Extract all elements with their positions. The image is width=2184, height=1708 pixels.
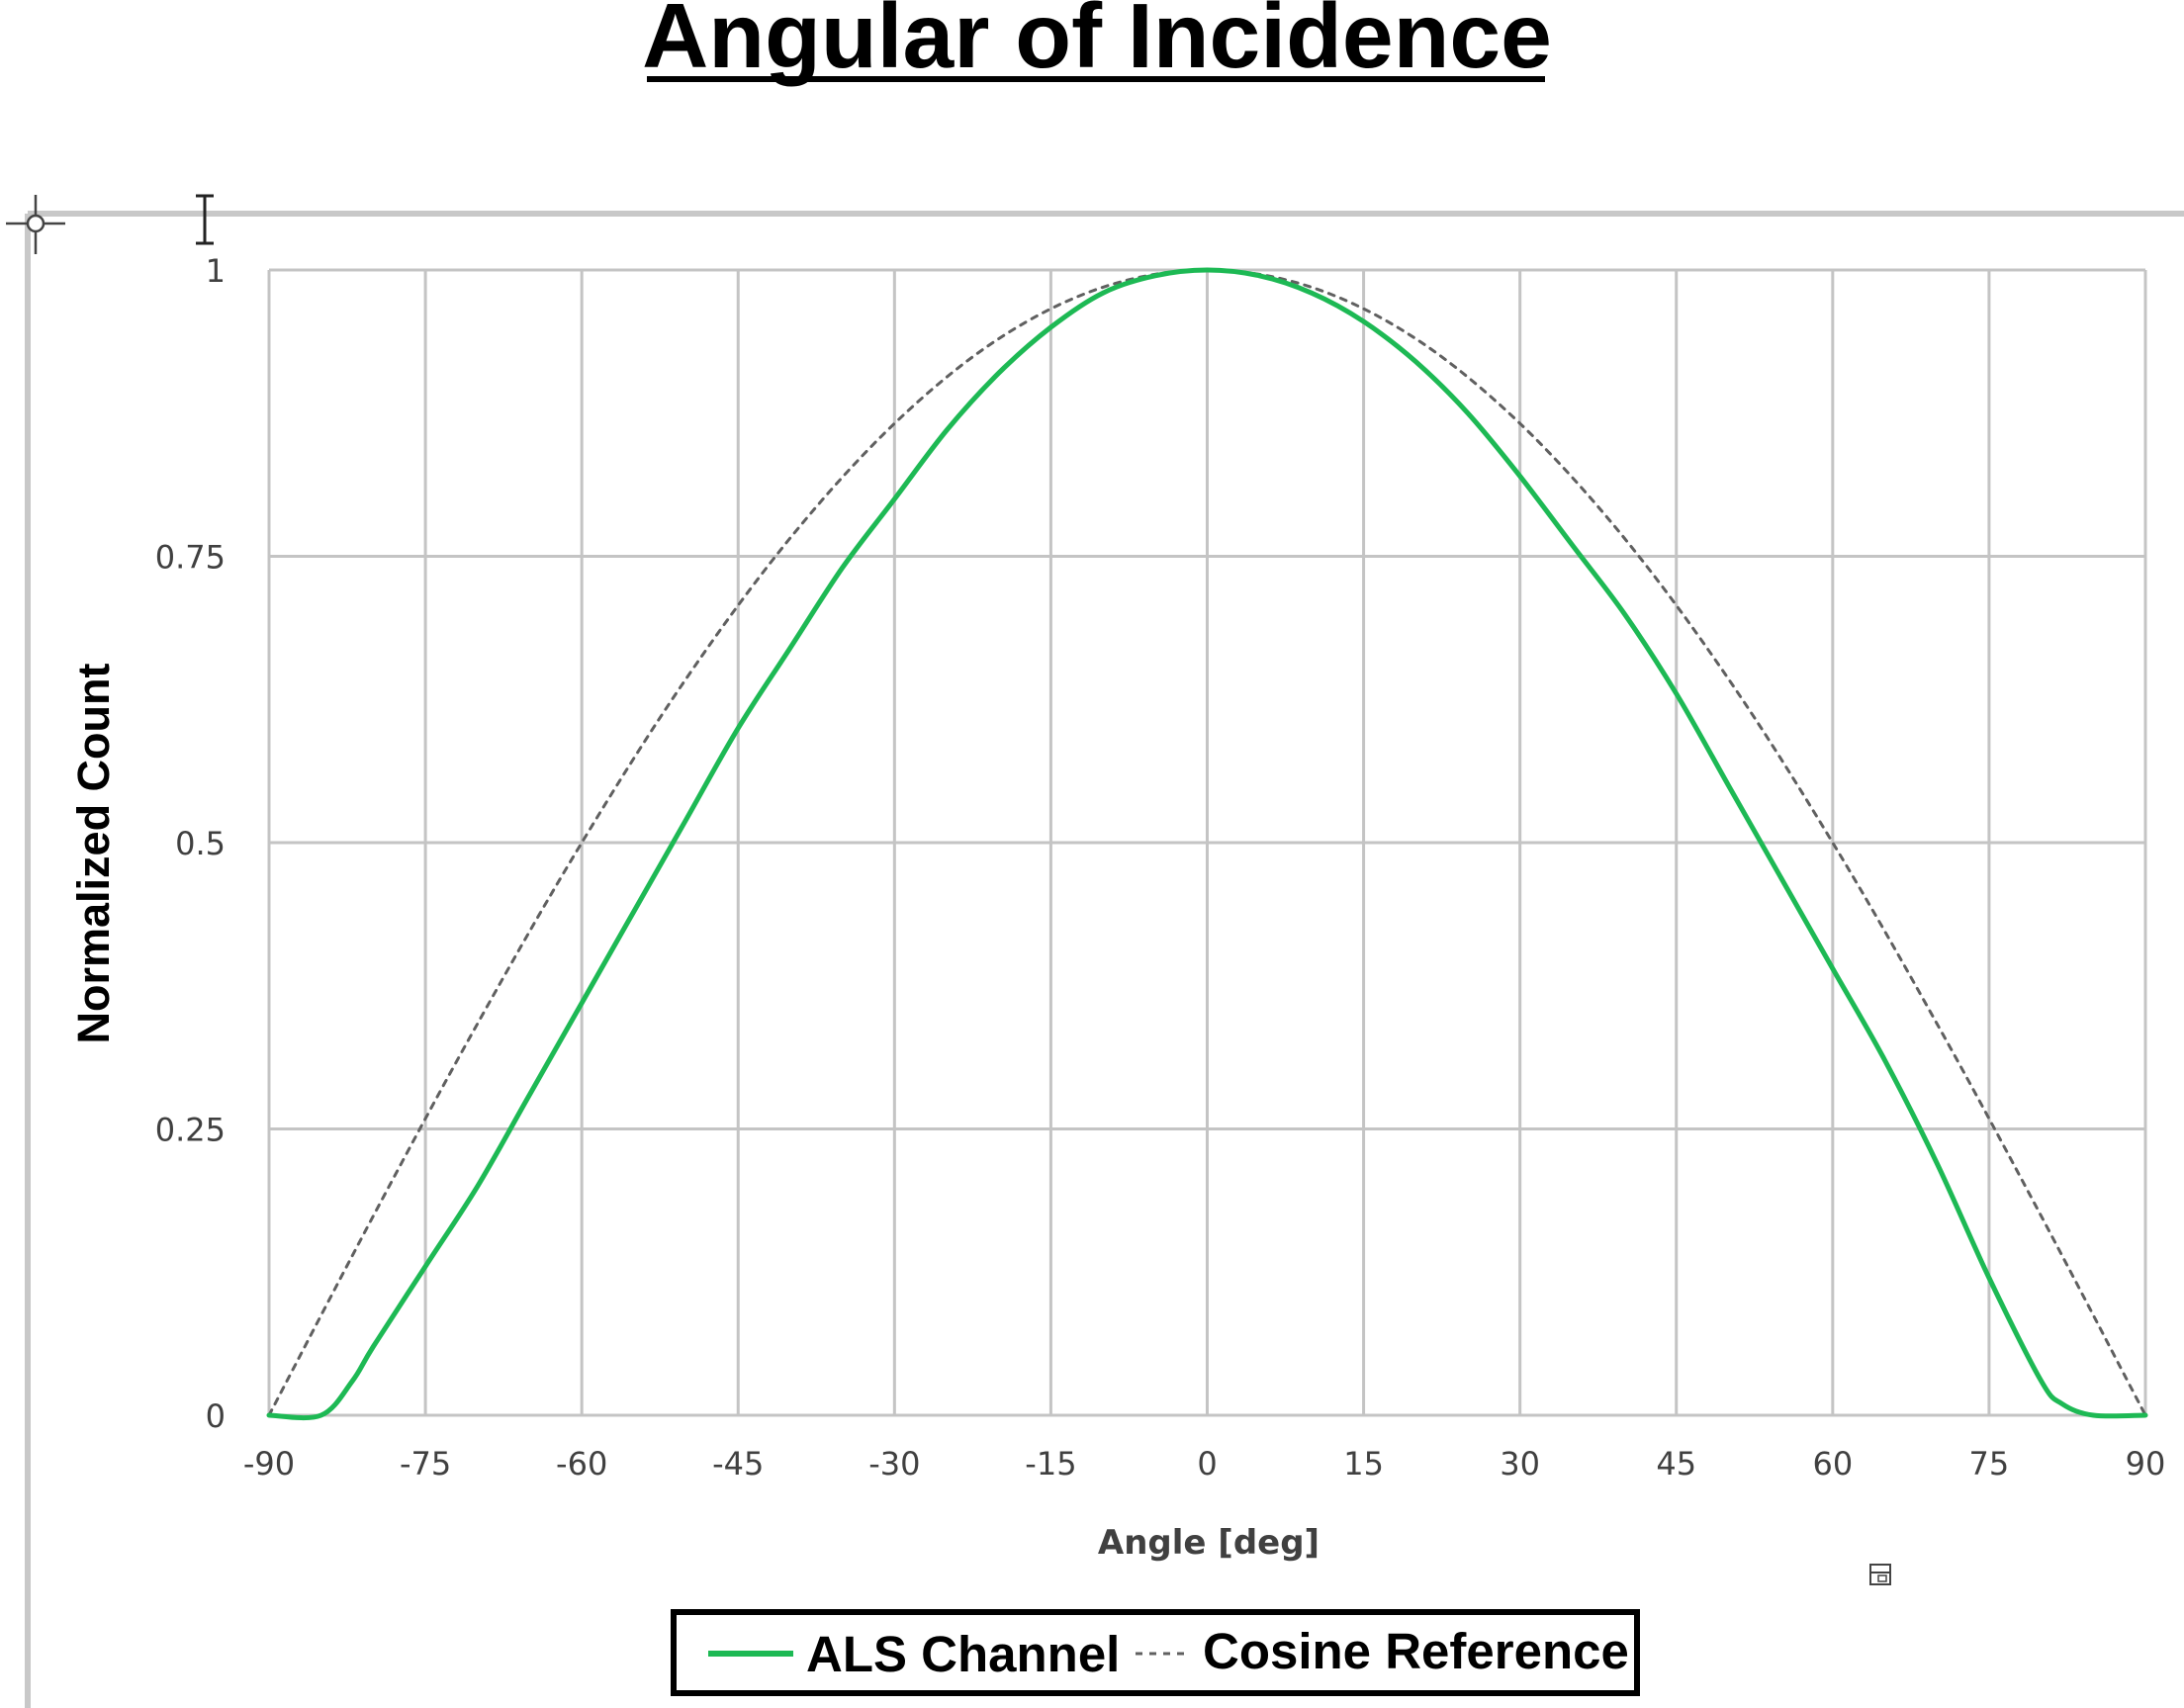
x-tick-label: 45 <box>1656 1445 1696 1483</box>
x-tick-label: 60 <box>1812 1445 1853 1483</box>
x-tick-label: -15 <box>1025 1445 1076 1483</box>
x-tick-label: 0 <box>1197 1445 1217 1483</box>
y-tick-label: 1 <box>206 252 226 290</box>
x-tick-label: -75 <box>400 1445 451 1483</box>
x-tick-label: -30 <box>868 1445 920 1483</box>
x-tick-label: -45 <box>712 1445 764 1483</box>
legend-label-als: ALS Channel <box>806 1626 1120 1682</box>
move-handle-icon[interactable] <box>6 195 65 254</box>
x-axis-label: Angle [deg] <box>1098 1523 1320 1563</box>
x-tick-label: -60 <box>556 1445 607 1483</box>
x-tick-label: 30 <box>1500 1445 1540 1483</box>
gridlines <box>267 268 2147 1417</box>
tick-labels: -90 -75 -60 -45 -30 -15 0 15 30 45 60 75 90 0 0.25 0.5 0… <box>155 252 2166 1483</box>
layout-options-icon[interactable] <box>1869 1564 1891 1585</box>
y-axis-label: Normalized Count <box>68 663 119 1043</box>
y-tick-label: 0.75 <box>155 539 226 577</box>
series-lines <box>266 267 2148 1421</box>
x-tick-label: -90 <box>243 1445 295 1483</box>
page-title: Angular of Incidence <box>642 0 1552 87</box>
y-tick-label: 0.5 <box>175 825 226 862</box>
series-line-als-channel <box>266 267 2148 1421</box>
x-tick-label: 75 <box>1969 1445 2010 1483</box>
x-tick-label: 90 <box>2126 1445 2166 1483</box>
legend-label-cosine: Cosine Reference <box>1203 1623 1629 1679</box>
text-cursor-icon <box>196 194 214 245</box>
legend: ALS Channel Cosine Reference <box>671 1609 1640 1696</box>
x-tick-label: 15 <box>1343 1445 1384 1483</box>
y-tick-label: 0 <box>206 1397 226 1435</box>
y-tick-label: 0.25 <box>155 1112 226 1149</box>
